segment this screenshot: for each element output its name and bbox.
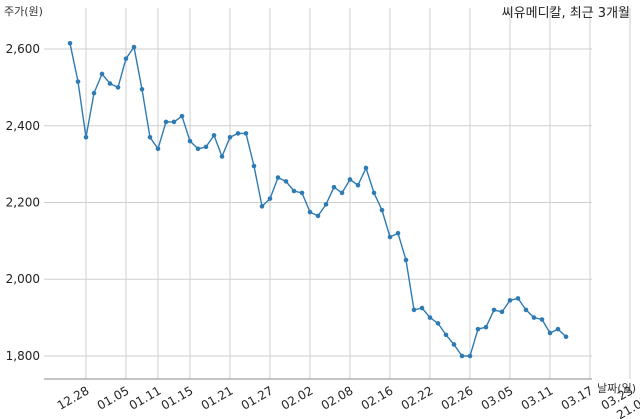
x-tick-label: 01.11 (127, 383, 164, 412)
data-point (140, 87, 145, 92)
data-point (84, 135, 89, 140)
price-points (68, 41, 569, 358)
data-point (484, 325, 489, 330)
price-series (70, 43, 566, 356)
x-tick-label: 01.27 (239, 383, 276, 412)
data-point (500, 310, 505, 315)
data-point (220, 154, 225, 159)
y-tick-labels: 1,800 2,000 2,200 2,400 2,600 (6, 42, 40, 363)
data-point (156, 146, 161, 151)
data-point (212, 133, 217, 138)
data-point (308, 210, 313, 215)
data-point (340, 191, 345, 196)
x-tick-label: 03.17 (559, 383, 596, 412)
data-point (540, 317, 545, 322)
x-tick-label: 01.05 (95, 383, 132, 412)
data-point (348, 177, 353, 182)
data-point (444, 333, 449, 338)
data-point (388, 235, 393, 240)
data-point (380, 208, 385, 213)
data-point (332, 185, 337, 190)
data-point (292, 189, 297, 194)
data-point (420, 306, 425, 311)
y-tick-label: 2,400 (6, 119, 40, 133)
data-point (364, 166, 369, 171)
data-point (476, 327, 481, 332)
data-point (172, 120, 177, 125)
x-tick-label: 12.28 (55, 383, 92, 412)
data-point (524, 308, 529, 313)
data-point (92, 91, 97, 96)
data-point (188, 139, 193, 144)
data-point (396, 231, 401, 236)
data-point (428, 315, 433, 320)
data-point (116, 85, 121, 90)
x-tick-label: 01.15 (159, 383, 196, 412)
data-point (556, 327, 561, 332)
data-point (148, 135, 153, 140)
data-point (324, 202, 329, 207)
data-point (564, 334, 569, 339)
data-point (68, 41, 73, 46)
data-point (492, 308, 497, 313)
data-point (300, 191, 305, 196)
data-point (412, 308, 417, 313)
data-point (204, 145, 209, 150)
data-point (436, 321, 441, 326)
x-tick-label: 02.08 (319, 383, 356, 412)
y-axis-title: 주가(원) (4, 5, 43, 18)
x-tick-label: 03.11 (519, 383, 556, 412)
data-point (372, 191, 377, 196)
y-tick-label: 2,600 (6, 42, 40, 56)
data-point (196, 146, 201, 151)
data-point (268, 196, 273, 201)
data-point (260, 204, 265, 209)
y-tick-label: 1,800 (6, 349, 40, 363)
data-point (532, 315, 537, 320)
y-tick-label: 2,000 (6, 272, 40, 286)
x-tick-label: 02.22 (399, 383, 436, 412)
data-point (180, 114, 185, 119)
x-tick-label: 02.26 (439, 383, 476, 412)
data-point (132, 45, 137, 50)
data-point (508, 298, 513, 303)
data-point (164, 120, 169, 125)
x-tick-label: 03.05 (479, 383, 516, 412)
data-point (276, 175, 281, 180)
x-axis-title: 날짜(일) (597, 381, 636, 395)
data-point (404, 258, 409, 263)
data-point (100, 72, 105, 77)
data-point (284, 179, 289, 184)
chart-title: 씨유메디칼, 최근 3개월 (502, 6, 630, 21)
x-tick-label: 02.02 (279, 383, 316, 412)
data-point (76, 79, 81, 84)
data-point (452, 342, 457, 347)
data-point (108, 81, 113, 86)
data-point (252, 164, 257, 169)
y-tick-label: 2,200 (6, 196, 40, 210)
data-point (548, 331, 553, 336)
data-point (236, 131, 241, 136)
price-line (70, 43, 566, 356)
x-tick-label: 02.16 (359, 383, 396, 412)
data-point (468, 354, 473, 359)
data-point (516, 296, 521, 301)
data-point (124, 56, 129, 61)
data-point (460, 354, 465, 359)
data-point (356, 183, 361, 188)
data-point (244, 131, 249, 136)
data-point (316, 214, 321, 219)
x-tick-label: 01.21 (199, 383, 236, 412)
data-point (228, 135, 233, 140)
